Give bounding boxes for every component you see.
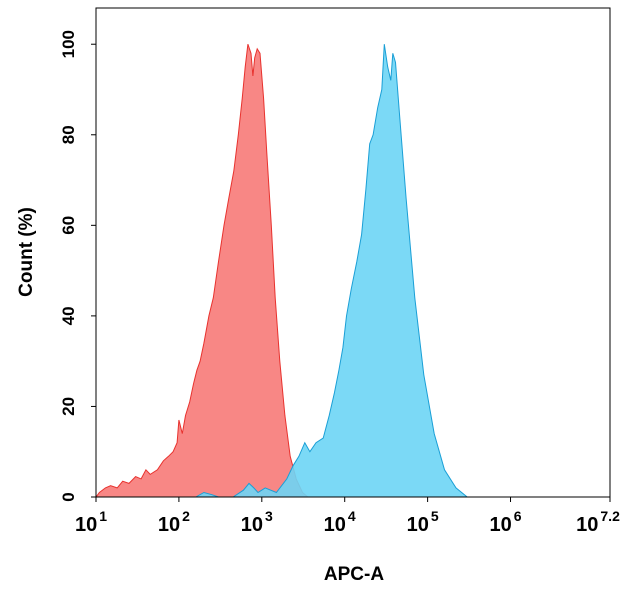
- x-axis-label: APC-A: [324, 564, 384, 585]
- y-tick-label: 40: [59, 306, 78, 325]
- x-tick-base: 10: [324, 514, 346, 536]
- y-tick-label: 20: [59, 397, 78, 416]
- x-tick-base: 10: [407, 514, 429, 536]
- x-tick-label: 10 2: [158, 508, 190, 536]
- x-tick-label: 10 7.2: [576, 508, 620, 536]
- series-area-2: [193, 44, 469, 498]
- x-tick-base: 10: [576, 514, 598, 536]
- y-tick-label: 60: [59, 216, 78, 235]
- x-tick-exponent: 4: [348, 508, 356, 524]
- plot-frame: [95, 7, 611, 498]
- series-area-1: [94, 44, 310, 498]
- y-tick-label: 80: [59, 125, 78, 144]
- x-tick-base: 10: [75, 514, 97, 536]
- x-tick-label: 10 6: [489, 508, 521, 536]
- x-tick-exponent: 7.2: [600, 508, 620, 524]
- x-tick-label: 10 1: [75, 508, 107, 536]
- y-tick-label: 100: [59, 30, 78, 58]
- x-tick-base: 10: [241, 514, 263, 536]
- x-tick-base: 10: [158, 514, 180, 536]
- series-fills: [94, 44, 469, 498]
- x-tick-exponent: 3: [265, 508, 273, 524]
- x-axis-ticks: 10 1 10 2 10 3 10 4 10 5 10 6 10 7.2: [75, 497, 620, 536]
- x-tick-base: 10: [489, 514, 511, 536]
- y-axis-ticks: 0 20 40 60 80 100: [59, 30, 96, 502]
- y-tick-label: 0: [59, 492, 78, 501]
- x-tick-exponent: 6: [514, 508, 522, 524]
- x-tick-exponent: 5: [431, 508, 439, 524]
- x-tick-exponent: 2: [182, 508, 190, 524]
- x-tick-label: 10 4: [324, 508, 356, 536]
- x-tick-label: 10 3: [241, 508, 273, 536]
- y-axis-label: Count (%): [16, 207, 37, 297]
- x-tick-exponent: 1: [99, 508, 107, 524]
- x-tick-label: 10 5: [407, 508, 439, 536]
